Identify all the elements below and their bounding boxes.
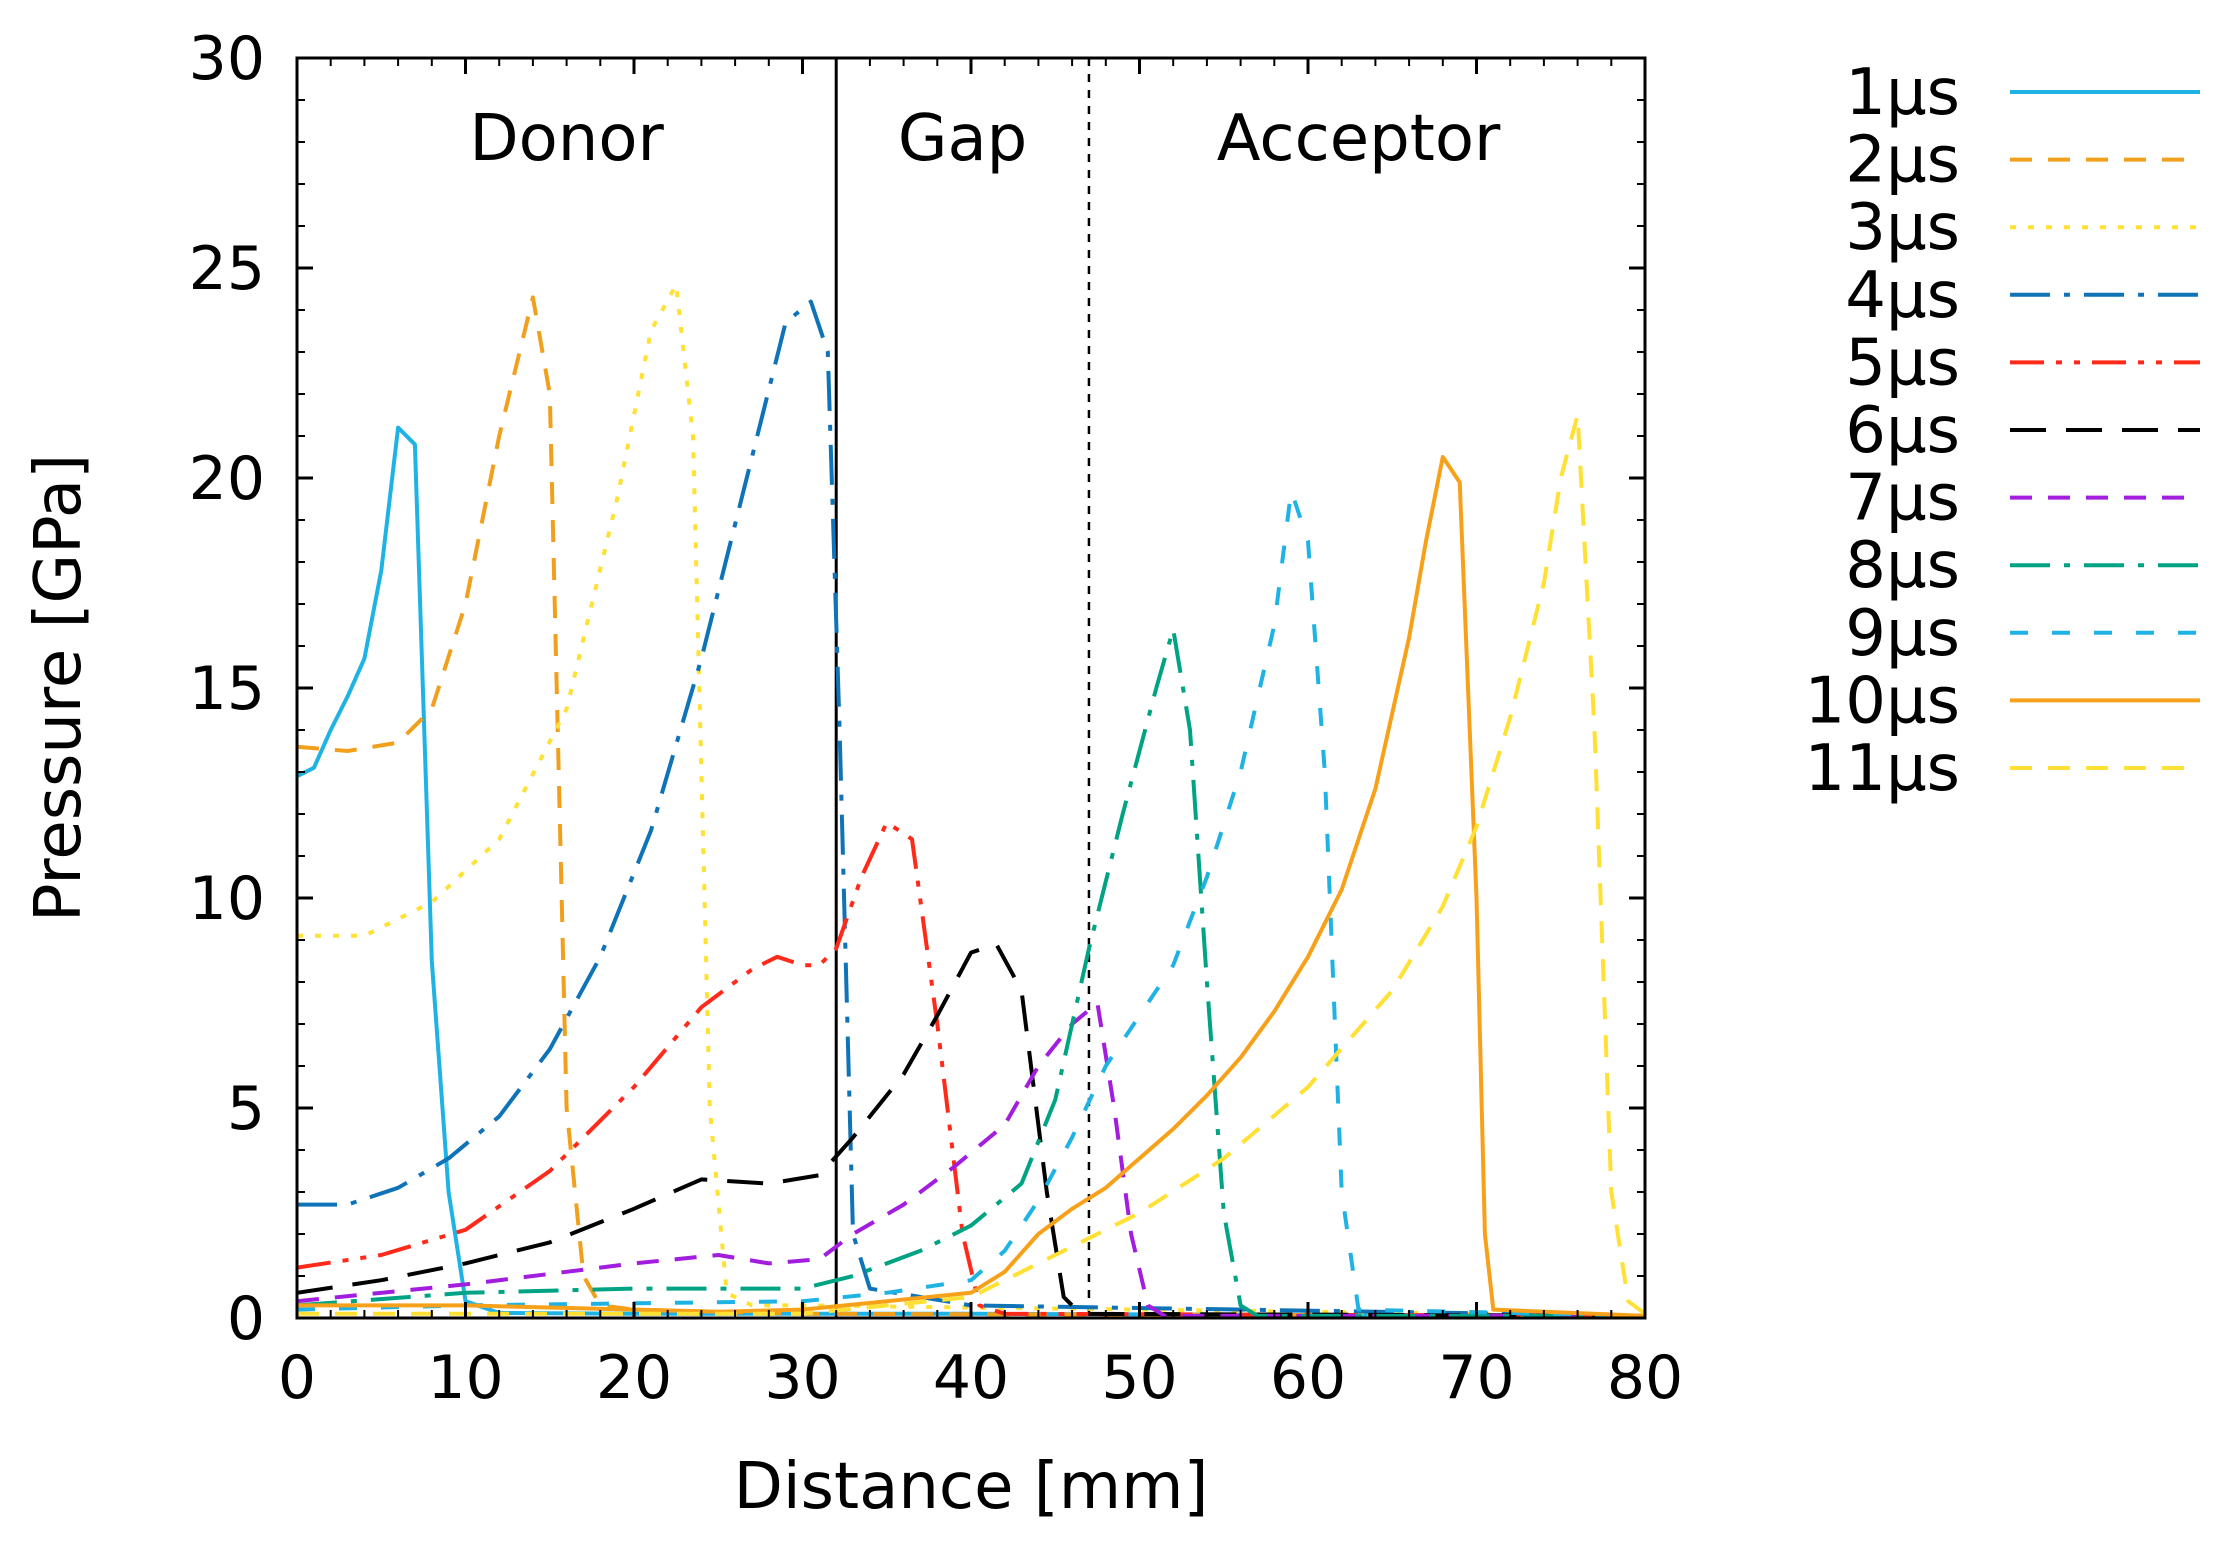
legend-label-9: 9μs [1845,597,1960,671]
series-line-6 [296,942,1646,1318]
series-line-7 [296,1001,1645,1318]
x-tick-label: 10 [427,1343,503,1413]
series-line-3 [297,282,1646,1318]
y-axis: 0 5 10 15 20 25 30 [189,24,1645,1354]
legend-label-3: 3μs [1845,191,1960,265]
region-label-acceptor: Acceptor [1217,102,1501,176]
x-tick-label: 70 [1438,1343,1514,1413]
y-tick-label: 25 [189,234,265,304]
region-label-gap: Gap [898,102,1027,176]
plot-frame [295,56,1647,1320]
x-tick-label: 50 [1101,1343,1177,1413]
x-tick-label: 30 [764,1343,840,1413]
x-axis: 0 10 20 30 40 50 60 70 80 [278,58,1683,1413]
series-line-8 [296,627,1645,1318]
y-tick-label: 0 [227,1284,265,1354]
series-line-11 [297,413,1647,1316]
y-tick-label: 5 [227,1074,265,1144]
legend-label-6: 6μs [1845,394,1960,468]
legend-label-5: 5μs [1845,326,1960,400]
series-line-5 [296,820,1646,1318]
y-tick-label: 20 [189,444,265,514]
region-boundaries [834,58,1091,1318]
x-tick-label: 20 [596,1343,672,1413]
x-tick-label: 40 [933,1343,1009,1413]
series-line-2 [296,295,1646,1318]
legend-label-10: 10μs [1805,664,1961,738]
x-tick-label: 0 [278,1343,316,1413]
x-tick-label: 60 [1270,1343,1346,1413]
legend-label-8: 8μs [1845,529,1960,603]
x-axis-title: Distance [mm] [734,1450,1209,1524]
series-line-4 [297,299,1646,1318]
y-tick-label: 10 [189,864,265,934]
legend-label-4: 4μs [1845,259,1960,333]
region-label-donor: Donor [469,102,664,176]
series-line-10 [297,455,1646,1318]
legend-label-2: 2μs [1845,124,1960,198]
legend-label-11: 11μs [1805,732,1961,806]
y-tick-label: 30 [189,24,265,94]
series-line-1 [296,425,1646,1318]
region-labels: Donor Gap Acceptor [469,102,1501,176]
y-axis-title: Pressure [GPa] [22,454,96,922]
y-tick-label: 15 [189,654,265,724]
series-layer [296,282,1647,1318]
x-tick-label: 80 [1607,1343,1683,1413]
legend-label-7: 7μs [1845,462,1960,536]
legend-label-1: 1μs [1845,56,1960,130]
